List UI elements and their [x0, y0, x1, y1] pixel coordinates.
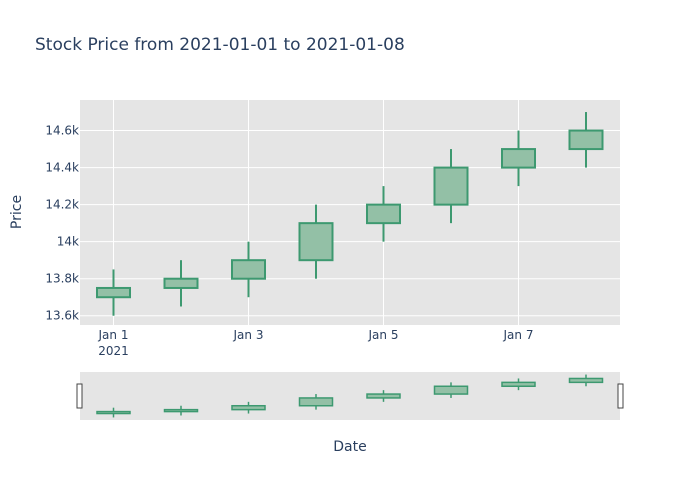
candle-body — [163, 277, 199, 289]
candle-body — [501, 148, 536, 169]
slider-candle-body — [298, 397, 334, 407]
x-tick-label: Jan 5 — [368, 328, 399, 342]
chart-title: Stock Price from 2021-01-01 to 2021-01-0… — [35, 35, 405, 55]
candle-body — [366, 203, 401, 225]
range-slider[interactable] — [76, 372, 624, 420]
candle-body — [433, 166, 469, 206]
y-axis-label: Price — [9, 195, 25, 229]
candle[interactable] — [501, 130, 536, 187]
slider-candle — [298, 394, 334, 410]
slider-candle-body — [501, 381, 536, 388]
candles — [96, 112, 604, 316]
candle-body — [568, 129, 604, 151]
y-tick-label: 13.6k — [45, 309, 79, 323]
y-tick-label: 14.2k — [45, 198, 79, 212]
candle[interactable] — [433, 149, 469, 224]
slider-candle — [163, 405, 199, 416]
slider-candle — [96, 407, 131, 418]
candle-body — [96, 286, 131, 299]
x-axis-ticks: Jan 1 2021 Jan 3 Jan 5 Jan 7 — [98, 328, 534, 358]
candle[interactable] — [96, 269, 131, 316]
candle[interactable] — [231, 241, 266, 298]
slider-candle-body — [231, 404, 266, 411]
candle-body — [298, 222, 334, 262]
candle[interactable] — [568, 112, 604, 168]
slider-candle-body — [163, 408, 199, 413]
y-axis-ticks: 13.6k 13.8k 14k 14.2k 14.4k 14.6k — [45, 124, 79, 323]
slider-candle — [366, 390, 401, 402]
slider-candle — [231, 401, 266, 414]
slider-candle-body — [568, 377, 604, 384]
main-plot-area[interactable] — [80, 100, 620, 325]
plot-background — [80, 100, 620, 325]
slider-candle — [433, 382, 469, 398]
candle[interactable] — [163, 260, 199, 307]
slider-candle — [568, 374, 604, 387]
x-tick-label: Jan 7 — [503, 328, 534, 342]
candle[interactable] — [298, 204, 334, 279]
y-tick-label: 13.8k — [45, 272, 79, 286]
candle[interactable] — [366, 186, 401, 242]
range-slider-candles — [96, 374, 604, 418]
x-axis-label: Date — [333, 439, 366, 455]
slider-candle — [501, 378, 536, 391]
slider-candle-body — [433, 385, 469, 395]
y-tick-label: 14k — [57, 235, 79, 249]
range-slider-right-handle[interactable] — [617, 383, 624, 409]
slider-candle-body — [96, 410, 131, 415]
slider-candle-body — [366, 393, 401, 399]
x-tick-label: Jan 1 — [98, 328, 129, 342]
range-slider-background — [80, 372, 620, 420]
x-tick-sublabel: 2021 — [98, 344, 129, 358]
range-slider-left-handle[interactable] — [76, 383, 83, 409]
candle-body — [231, 259, 266, 280]
x-tick-label: Jan 3 — [233, 328, 264, 342]
y-tick-label: 14.6k — [45, 124, 79, 138]
y-tick-label: 14.4k — [45, 161, 79, 175]
